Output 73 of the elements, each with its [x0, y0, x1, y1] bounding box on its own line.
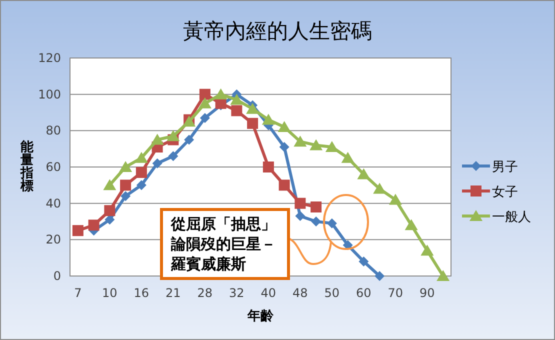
x-axis-title: 年齡	[246, 309, 274, 324]
legend-label: 男子	[492, 160, 518, 175]
point	[72, 225, 84, 236]
annotation: 從屈原「抽思」論隕歿的巨星－羅賓威廉斯	[160, 208, 290, 280]
y-tick-label: 60	[46, 160, 61, 174]
point	[104, 214, 115, 225]
point	[119, 161, 132, 172]
point	[150, 134, 164, 145]
point	[357, 168, 370, 180]
point	[120, 180, 132, 191]
point	[231, 105, 242, 116]
point	[341, 152, 354, 163]
y-axis-title: 能量指標	[20, 139, 34, 194]
legend-label: 一般人	[492, 210, 531, 225]
point	[342, 240, 353, 250]
point	[88, 220, 100, 231]
point	[310, 201, 322, 212]
point	[120, 191, 131, 202]
point	[388, 194, 402, 205]
point	[168, 151, 178, 162]
point	[103, 179, 116, 190]
point	[420, 244, 434, 256]
point	[134, 152, 148, 163]
point	[262, 162, 274, 172]
y-tick-label: 80	[46, 124, 61, 138]
x-tick-label: 10	[102, 286, 118, 300]
y-tick-label: 20	[46, 232, 61, 247]
point	[326, 218, 337, 228]
point	[311, 216, 322, 226]
x-tick-label: 40	[260, 286, 276, 300]
point	[214, 88, 228, 100]
point	[278, 121, 291, 132]
x-tick-label: 16	[134, 286, 150, 300]
point	[325, 141, 338, 152]
point	[136, 166, 147, 178]
x-tick-label: 48	[292, 286, 308, 300]
x-tick-label: 28	[197, 286, 213, 300]
y-tick-label: 0	[53, 269, 61, 283]
y-tick-label: 40	[46, 196, 61, 210]
x-tick-label: 60	[356, 286, 372, 300]
point	[294, 198, 306, 209]
point	[247, 118, 258, 129]
point	[200, 112, 210, 123]
y-tick-label: 120	[38, 51, 61, 65]
point	[199, 88, 210, 100]
point	[166, 130, 180, 142]
y-tick-label: 100	[38, 87, 61, 102]
point	[436, 270, 450, 281]
point	[152, 158, 162, 168]
legend-label: 女子	[492, 185, 518, 200]
point	[358, 256, 369, 266]
point	[262, 114, 275, 125]
point	[184, 134, 194, 145]
point	[136, 180, 146, 190]
point	[295, 211, 306, 222]
point	[246, 102, 260, 114]
point	[373, 182, 386, 194]
point	[279, 142, 290, 152]
point	[198, 97, 212, 108]
point	[104, 205, 116, 216]
point	[374, 271, 385, 281]
x-tick-label: 90	[420, 286, 435, 300]
point	[278, 180, 290, 191]
point	[294, 136, 307, 147]
point	[230, 94, 244, 105]
x-tick-label: 32	[229, 286, 244, 300]
chart-title: 黃帝內經的人生密碼	[183, 19, 372, 43]
point	[404, 219, 418, 230]
x-tick-label: 7	[74, 286, 82, 300]
x-tick-label: 21	[166, 286, 181, 300]
x-tick-label: 70	[388, 286, 404, 300]
x-tick-label: 50	[324, 286, 340, 300]
point	[310, 139, 323, 150]
